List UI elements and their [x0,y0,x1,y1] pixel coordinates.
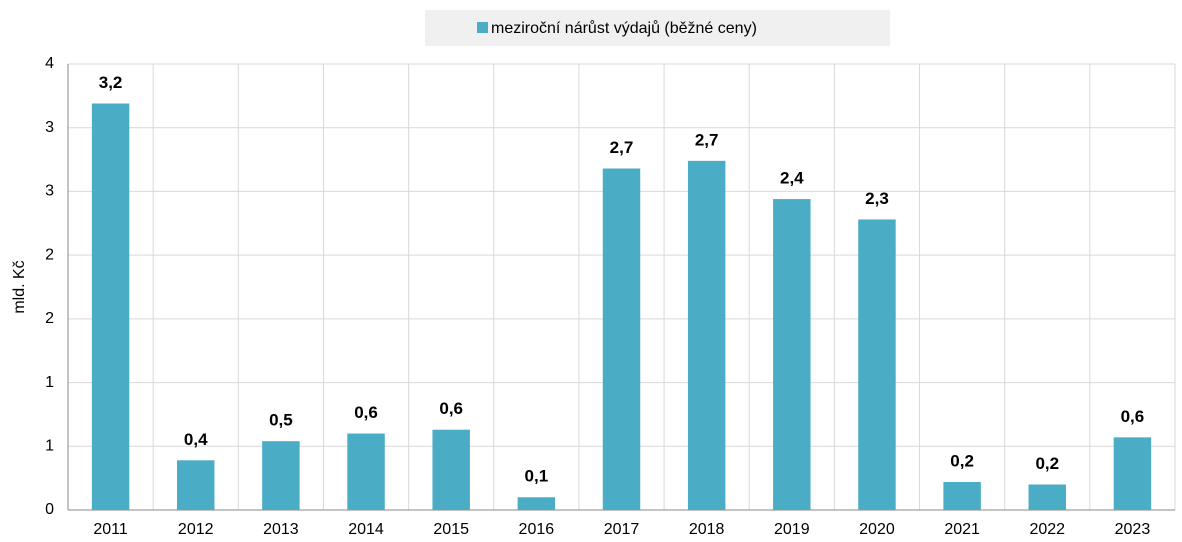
y-tick-label: 2 [45,246,54,263]
y-tick-label: 1 [45,374,54,391]
bar [517,497,556,510]
bar [1028,484,1067,510]
y-tick-label: 0 [45,501,54,518]
bar [176,460,215,510]
x-tick-label: 2016 [519,521,555,538]
x-tick-label: 2015 [433,521,469,538]
value-label: 0,6 [354,403,378,422]
x-tick-label: 2012 [178,521,214,538]
value-label: 0,1 [525,467,549,486]
value-label: 2,7 [610,138,634,157]
value-label: 0,6 [1121,407,1145,426]
x-tick-label: 2011 [93,521,128,538]
x-tick-label: 2018 [689,521,725,538]
x-tick-label: 2013 [263,521,299,538]
y-tick-label: 2 [45,310,54,327]
x-tick-label: 2019 [774,521,810,538]
legend-label: meziroční nárůst výdajů (běžné ceny) [491,19,757,37]
legend-marker [477,22,488,33]
bar [602,168,641,510]
x-tick-label: 2021 [944,521,980,538]
value-label: 2,3 [865,189,889,208]
x-tick-label: 2020 [859,521,895,538]
y-tick-label: 3 [45,183,54,200]
value-label: 2,4 [780,169,804,188]
x-tick-label: 2023 [1115,521,1151,538]
y-axis-label: mld. Kč [11,260,28,313]
legend-box [425,10,890,46]
bar [943,481,981,510]
value-label: 3,2 [99,73,123,92]
y-tick-label: 1 [45,438,54,455]
y-tick-label: 4 [45,55,54,72]
x-tick-label: 2017 [604,521,640,538]
value-label: 0,4 [184,430,208,449]
bar [347,433,385,510]
y-tick-label: 3 [45,119,54,136]
value-label: 0,2 [950,451,974,470]
bar [432,429,470,510]
bar [91,103,130,510]
bar [687,160,726,511]
x-tick-label: 2014 [348,521,384,538]
value-label: 0,5 [269,411,293,430]
bar [773,199,811,510]
value-label: 0,2 [1035,454,1059,473]
bar [858,219,896,510]
bar [1113,437,1152,510]
bar [262,441,300,510]
value-label: 2,7 [695,130,719,149]
x-tick-label: 2022 [1029,521,1065,538]
value-label: 0,6 [439,399,463,418]
